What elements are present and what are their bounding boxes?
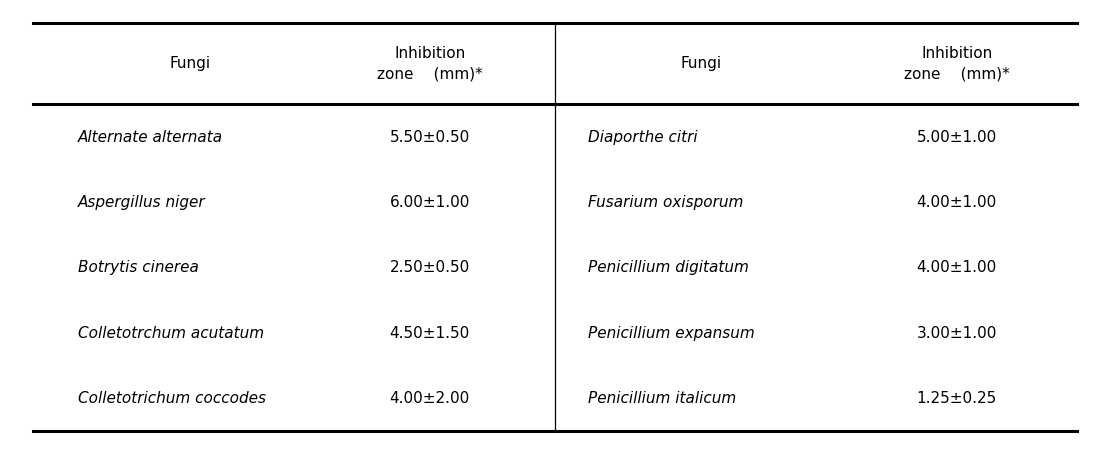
- Text: Inhibition
zone  (mm)*: Inhibition zone (mm)*: [904, 45, 1010, 82]
- Text: Diaporthe citri: Diaporthe citri: [588, 129, 698, 145]
- Text: Fungi: Fungi: [169, 56, 211, 71]
- Text: 3.00±1.00: 3.00±1.00: [917, 326, 997, 341]
- Text: 5.50±0.50: 5.50±0.50: [390, 129, 470, 145]
- Text: 1.25±0.25: 1.25±0.25: [917, 391, 997, 406]
- Text: Botrytis cinerea: Botrytis cinerea: [78, 260, 199, 276]
- Text: 2.50±0.50: 2.50±0.50: [390, 260, 470, 276]
- Text: 4.50±1.50: 4.50±1.50: [390, 326, 470, 341]
- Text: 6.00±1.00: 6.00±1.00: [390, 195, 470, 210]
- Text: Penicillium italicum: Penicillium italicum: [588, 391, 737, 406]
- Text: 4.00±1.00: 4.00±1.00: [917, 195, 997, 210]
- Text: Alternate alternata: Alternate alternata: [78, 129, 223, 145]
- Text: Fungi: Fungi: [680, 56, 722, 71]
- Text: 5.00±1.00: 5.00±1.00: [917, 129, 997, 145]
- Text: Colletotrchum acutatum: Colletotrchum acutatum: [78, 326, 264, 341]
- Text: 4.00±1.00: 4.00±1.00: [917, 260, 997, 276]
- Text: Colletotrichum coccodes: Colletotrichum coccodes: [78, 391, 265, 406]
- Text: Penicillium expansum: Penicillium expansum: [588, 326, 755, 341]
- Text: Fusarium oxisporum: Fusarium oxisporum: [588, 195, 744, 210]
- Text: Penicillium digitatum: Penicillium digitatum: [588, 260, 749, 276]
- Text: Aspergillus niger: Aspergillus niger: [78, 195, 205, 210]
- Text: 4.00±2.00: 4.00±2.00: [390, 391, 470, 406]
- Text: Inhibition
zone  (mm)*: Inhibition zone (mm)*: [377, 45, 483, 82]
